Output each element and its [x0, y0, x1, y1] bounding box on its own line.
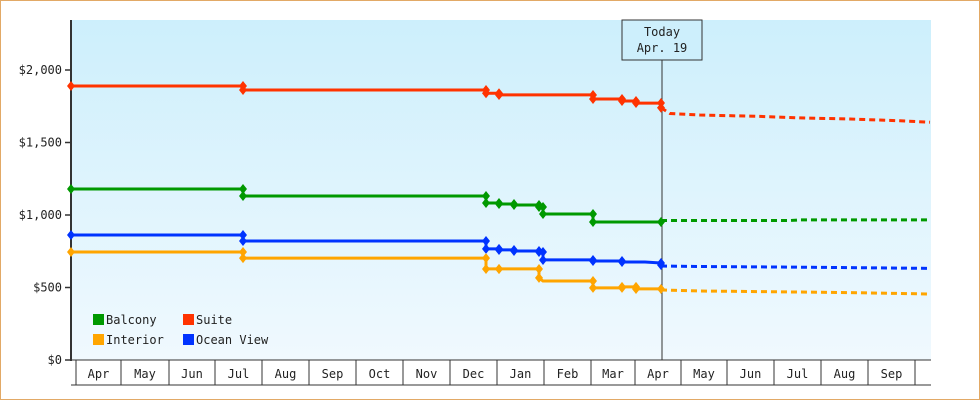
- x-tick-label: Oct: [369, 367, 391, 381]
- data-point[interactable]: [618, 281, 626, 292]
- legend-item-suite: Suite: [183, 313, 232, 327]
- data-point[interactable]: [482, 253, 490, 264]
- y-tick-label: $1,500: [19, 136, 62, 150]
- data-point[interactable]: [539, 202, 547, 213]
- data-point[interactable]: [239, 235, 247, 246]
- data-point[interactable]: [618, 96, 626, 107]
- x-tick-label: Jun: [181, 367, 203, 381]
- series-balcony: [67, 184, 930, 227]
- data-point[interactable]: [495, 263, 503, 274]
- data-point[interactable]: [67, 80, 75, 91]
- today-label: Today: [644, 25, 680, 39]
- x-tick-label: Jan: [510, 367, 532, 381]
- x-tick-label: Jul: [228, 367, 250, 381]
- x-tick-label: Apr: [647, 367, 669, 381]
- legend-swatch: [93, 314, 104, 325]
- legend-item-interior: Interior: [93, 333, 164, 347]
- x-tick-label: Dec: [463, 367, 485, 381]
- y-axis: $0 $500 $1,000 $1,500 $2,000: [19, 20, 72, 367]
- data-point[interactable]: [632, 283, 640, 294]
- data-point[interactable]: [482, 243, 490, 254]
- x-tick-label: Feb: [557, 367, 579, 381]
- legend-label: Interior: [106, 333, 164, 347]
- x-tick-label: Jun: [740, 367, 762, 381]
- data-point[interactable]: [657, 260, 665, 271]
- series-ocean-view: [67, 230, 931, 271]
- data-point[interactable]: [239, 85, 247, 96]
- data-point[interactable]: [539, 208, 547, 219]
- data-point[interactable]: [657, 102, 665, 113]
- legend-swatch: [93, 334, 104, 345]
- data-point[interactable]: [510, 245, 518, 256]
- legend-swatch: [183, 334, 194, 345]
- data-point[interactable]: [495, 244, 503, 255]
- data-point[interactable]: [239, 184, 247, 195]
- data-point[interactable]: [657, 283, 665, 294]
- y-tick-label: $500: [33, 281, 62, 295]
- today-marker: Today Apr. 19: [621, 19, 703, 360]
- data-point[interactable]: [657, 216, 665, 227]
- x-axis: Apr May Jun Jul Aug Sep Oct Nov Dec Jan Feb Mar Apr M…: [71, 359, 931, 386]
- x-tick-label: May: [134, 367, 156, 381]
- legend-item-balcony: Balcony: [93, 313, 157, 327]
- x-tick-label: Apr: [88, 367, 110, 381]
- data-point[interactable]: [589, 282, 597, 293]
- x-tick-label: Jul: [787, 367, 809, 381]
- data-point[interactable]: [535, 272, 543, 283]
- series-interior: [67, 246, 931, 296]
- series-suite: [67, 80, 931, 124]
- legend-label: Ocean View: [196, 333, 269, 347]
- y-tick-label: $2,000: [19, 63, 62, 77]
- data-point[interactable]: [482, 197, 490, 208]
- data-point[interactable]: [539, 246, 547, 257]
- data-point[interactable]: [495, 89, 503, 100]
- series-lines: [67, 80, 931, 296]
- y-tick-label: $1,000: [19, 208, 62, 222]
- legend-swatch: [183, 314, 194, 325]
- data-point[interactable]: [482, 88, 490, 99]
- x-tick-label: Aug: [275, 367, 297, 381]
- data-point[interactable]: [482, 235, 490, 246]
- data-point[interactable]: [589, 208, 597, 219]
- data-point[interactable]: [589, 275, 597, 286]
- x-tick-label: Aug: [834, 367, 856, 381]
- data-point[interactable]: [510, 199, 518, 210]
- data-point[interactable]: [239, 246, 247, 257]
- data-point[interactable]: [495, 198, 503, 209]
- legend-label: Balcony: [106, 313, 157, 327]
- x-tick-label: Nov: [416, 367, 438, 381]
- data-point[interactable]: [239, 230, 247, 241]
- legend-label: Suite: [196, 313, 232, 327]
- x-tick-label: Sep: [881, 367, 903, 381]
- data-point[interactable]: [535, 263, 543, 274]
- data-point[interactable]: [589, 216, 597, 227]
- data-point[interactable]: [67, 230, 75, 241]
- x-tick-label: Mar: [602, 367, 624, 381]
- data-point[interactable]: [239, 191, 247, 202]
- data-point[interactable]: [482, 263, 490, 274]
- x-tick-label: Sep: [322, 367, 344, 381]
- data-point[interactable]: [67, 184, 75, 195]
- data-point[interactable]: [632, 98, 640, 109]
- data-point[interactable]: [589, 255, 597, 266]
- data-point[interactable]: [67, 246, 75, 257]
- data-point[interactable]: [482, 191, 490, 202]
- legend-item-ocean-view: Ocean View: [183, 333, 269, 347]
- legend: Balcony Suite Interior Ocean View: [93, 313, 269, 347]
- x-tick-label: May: [693, 367, 715, 381]
- data-point[interactable]: [239, 253, 247, 264]
- today-date: Apr. 19: [637, 41, 688, 55]
- data-point[interactable]: [589, 94, 597, 104]
- y-tick-label: $0: [48, 353, 62, 367]
- data-point[interactable]: [539, 254, 547, 265]
- data-point[interactable]: [618, 256, 626, 267]
